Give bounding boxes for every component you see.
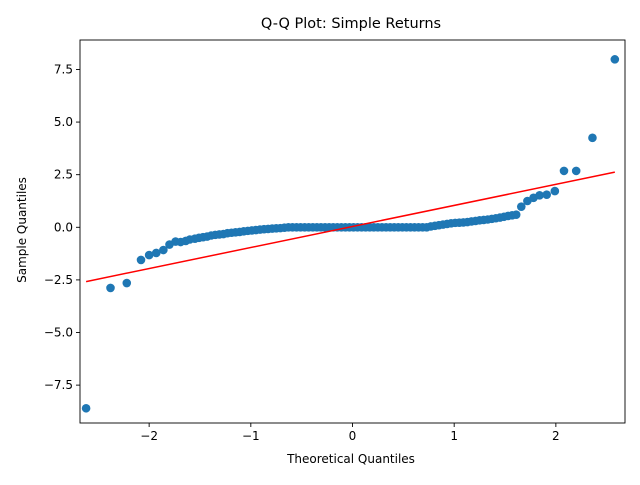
data-point [516, 202, 526, 211]
x-axis-label: Theoretical Quantiles [286, 452, 415, 466]
data-point [610, 55, 620, 64]
y-tick-label: 0.0 [54, 220, 73, 234]
data-point [136, 255, 146, 265]
x-tick-label: −1 [242, 429, 260, 443]
y-tick-label: −5.0 [44, 326, 73, 340]
data-point [535, 191, 544, 200]
data-point [571, 166, 581, 176]
x-tick-label: 1 [450, 429, 458, 443]
data-point [542, 190, 552, 199]
y-tick-label: 2.5 [54, 168, 73, 182]
data-point [588, 133, 597, 143]
y-axis-label: Sample Quantiles [15, 177, 29, 283]
data-point [81, 403, 91, 413]
data-point [559, 166, 569, 176]
x-tick-label: −2 [140, 429, 158, 443]
chart-title: Q-Q Plot: Simple Returns [261, 16, 441, 32]
y-tick-label: −7.5 [44, 378, 73, 392]
x-tick-label: 0 [349, 429, 357, 443]
data-point [122, 278, 132, 288]
data-point [106, 283, 115, 293]
plot-area: −2 −1 0 1 2 −7.5 −5.0 −2.5 0.0 2.5 5.0 7.5 [44, 39, 626, 443]
y-tick-label: −2.5 [44, 273, 73, 287]
y-tick-label: 5.0 [54, 115, 73, 129]
data-point [159, 245, 168, 255]
reference-line [85, 171, 615, 283]
data-point [144, 250, 154, 260]
x-tick-label: 2 [552, 429, 560, 443]
data-point [550, 186, 560, 196]
data-point [151, 248, 161, 258]
plot-frame [79, 39, 626, 424]
y-tick-label: 7.5 [54, 62, 73, 76]
data-point [511, 210, 521, 219]
